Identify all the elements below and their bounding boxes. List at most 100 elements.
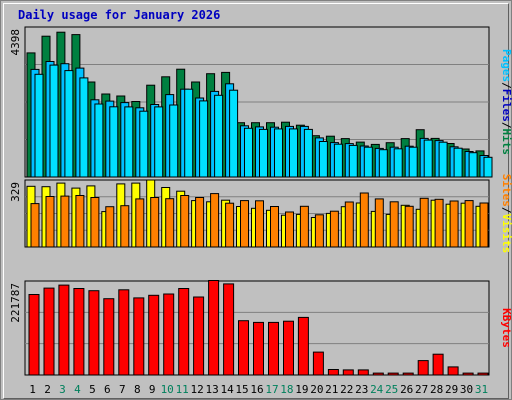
x-tick-day-15: 15 xyxy=(235,383,248,396)
usage-bar-pages-day-17 xyxy=(274,128,283,178)
kbytes-bar-kbytes-day-1 xyxy=(28,294,40,376)
usage-legend-entry: Files xyxy=(500,89,512,122)
visits-bar-sites-day-3 xyxy=(60,195,70,248)
kbytes-bar-kbytes-day-25 xyxy=(387,372,399,376)
visits-bar-sites-day-18 xyxy=(285,211,294,248)
visits-bar-sites-day-27 xyxy=(419,197,429,248)
x-tick-day-17: 17 xyxy=(265,383,278,396)
kbytes-bar-kbytes-day-26 xyxy=(402,372,414,376)
kbytes-bar-kbytes-day-15 xyxy=(238,320,249,376)
visits-bar-sites-day-20 xyxy=(314,214,324,248)
kbytes-bar-kbytes-day-13 xyxy=(208,280,220,376)
usage-bar-pages-day-8 xyxy=(139,110,149,178)
usage-bar-pages-day-25 xyxy=(393,148,403,178)
visits-bar-sites-day-28 xyxy=(434,198,444,248)
x-tick-day-7: 7 xyxy=(119,383,126,396)
usage-legend: Pages/Files/Hits xyxy=(500,49,512,155)
visits-bar-sites-day-6 xyxy=(105,206,115,248)
kbytes-bar-kbytes-day-19 xyxy=(297,316,309,376)
usage-bar-pages-day-22 xyxy=(348,144,358,178)
kbytes-bar-kbytes-day-2 xyxy=(43,287,55,376)
kbytes-bar-kbytes-day-16 xyxy=(253,321,264,376)
usage-bar-pages-day-27 xyxy=(423,139,433,178)
visits-bar-sites-day-1 xyxy=(30,203,40,248)
visits-bar-sites-day-16 xyxy=(255,200,264,248)
x-tick-day-13: 13 xyxy=(205,383,218,396)
visits-bar-sites-day-10 xyxy=(165,198,175,248)
usage-bar-pages-day-4 xyxy=(79,77,89,178)
kbytes-bar-kbytes-day-9 xyxy=(148,294,160,376)
visits-bar-sites-day-23 xyxy=(359,192,369,248)
usage-legend-entry: Pages xyxy=(500,49,512,82)
visits-legend-entry: Sites xyxy=(500,174,512,207)
x-tick-day-28: 28 xyxy=(430,383,443,396)
usage-bar-pages-day-24 xyxy=(378,149,388,178)
x-tick-day-25: 25 xyxy=(385,383,398,396)
visits-bar-sites-day-7 xyxy=(120,205,130,248)
kbytes-bar-kbytes-day-28 xyxy=(432,353,444,376)
usage-bar-pages-day-6 xyxy=(109,106,119,178)
visits-bar-sites-day-5 xyxy=(90,197,100,248)
chart-title: Daily usage for January 2026 xyxy=(18,8,221,22)
usage-legend-entry: / xyxy=(500,122,512,129)
usage-bar-pages-day-29 xyxy=(453,147,463,178)
usage-bar-pages-day-2 xyxy=(49,64,59,178)
visits-max-label: 329 xyxy=(9,182,22,202)
usage-bar-pages-day-12 xyxy=(199,100,209,178)
usage-bar-pages-day-18 xyxy=(289,128,298,178)
visits-bar-sites-day-13 xyxy=(210,193,220,248)
usage-bar-pages-day-26 xyxy=(408,146,418,178)
x-tick-day-5: 5 xyxy=(89,383,96,396)
usage-legend-entry: / xyxy=(500,82,512,89)
x-tick-day-30: 30 xyxy=(460,383,473,396)
x-tick-day-22: 22 xyxy=(340,383,353,396)
visits-bar-sites-day-26 xyxy=(404,205,414,248)
visits-bar-sites-day-17 xyxy=(270,206,279,248)
kbytes-bar-kbytes-day-8 xyxy=(133,297,145,376)
kbytes-bar-kbytes-day-31 xyxy=(477,372,489,376)
x-tick-day-1: 1 xyxy=(29,383,36,396)
kbytes-bar-kbytes-day-3 xyxy=(58,284,70,376)
kbytes-bar-kbytes-day-18 xyxy=(283,320,294,376)
visits-legend: Sites/Visits xyxy=(500,174,512,254)
usage-bar-pages-day-3 xyxy=(64,70,74,178)
usage-bar-pages-day-28 xyxy=(438,141,448,178)
visits-bar-sites-day-8 xyxy=(135,198,145,248)
usage-bar-pages-day-30 xyxy=(468,152,478,178)
kbytes-bar-kbytes-day-21 xyxy=(327,369,339,376)
usage-bar-pages-day-5 xyxy=(94,103,104,178)
x-tick-day-23: 23 xyxy=(355,383,368,396)
x-tick-day-18: 18 xyxy=(280,383,293,396)
usage-bar-pages-day-31 xyxy=(483,156,493,178)
x-tick-day-3: 3 xyxy=(59,383,66,396)
kbytes-bar-kbytes-day-7 xyxy=(118,289,130,376)
visits-bar-sites-day-30 xyxy=(464,200,474,248)
x-tick-day-14: 14 xyxy=(220,383,234,396)
kbytes-bar-kbytes-day-10 xyxy=(163,293,175,376)
visits-bar-sites-day-22 xyxy=(344,201,354,248)
x-tick-day-27: 27 xyxy=(415,383,428,396)
usage-bar-pages-day-23 xyxy=(363,146,373,178)
x-tick-day-10: 10 xyxy=(161,383,174,396)
visits-bar-sites-day-4 xyxy=(75,195,85,248)
x-tick-day-12: 12 xyxy=(190,383,203,396)
usage-max-label: 4398 xyxy=(9,29,22,56)
kbytes-max-label: 221787 xyxy=(9,283,22,323)
visits-bar-sites-day-2 xyxy=(45,196,55,248)
kbytes-bar-kbytes-day-5 xyxy=(88,290,100,376)
kbytes-bar-kbytes-day-27 xyxy=(417,360,429,376)
kbytes-bar-kbytes-day-6 xyxy=(103,298,115,376)
x-tick-day-21: 21 xyxy=(325,383,338,396)
visits-legend-entry: / xyxy=(500,207,512,214)
chart-frame-bevel xyxy=(3,3,509,399)
x-tick-day-9: 9 xyxy=(149,383,156,396)
kbytes-bar-kbytes-day-22 xyxy=(342,369,354,376)
kbytes-bar-kbytes-day-30 xyxy=(462,372,474,376)
usage-bar-pages-day-1 xyxy=(34,73,44,178)
usage-bar-pages-day-20 xyxy=(318,141,328,178)
x-tick-day-20: 20 xyxy=(310,383,323,396)
visits-bar-sites-day-15 xyxy=(240,200,249,248)
visits-bar-sites-day-21 xyxy=(329,210,339,248)
kbytes-bar-kbytes-day-4 xyxy=(73,288,85,376)
